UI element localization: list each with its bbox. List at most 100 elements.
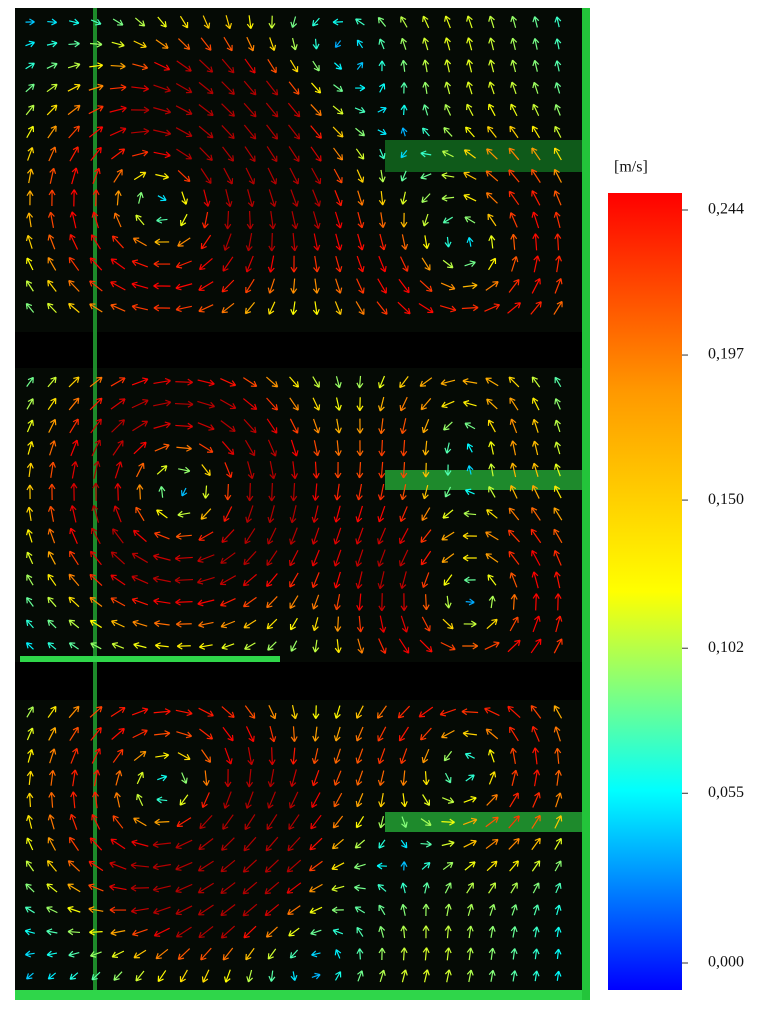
flow-arrow (356, 255, 365, 273)
flow-arrow (152, 863, 171, 871)
flow-arrow (312, 376, 320, 388)
flow-arrow (333, 549, 342, 567)
flow-arrow (242, 398, 258, 411)
flow-arrow (131, 552, 149, 564)
flow-arrow (198, 838, 214, 851)
flow-arrow (462, 554, 477, 562)
flow-arrow (333, 571, 341, 589)
flow-arrow (334, 483, 341, 501)
flow-arrow (554, 278, 563, 294)
flow-arrow (354, 106, 366, 114)
flow-arrow (24, 950, 35, 958)
flow-arrow (91, 439, 102, 457)
flow-arrow (47, 814, 55, 830)
flow-arrow (89, 376, 103, 388)
flow-arrow (67, 860, 81, 872)
flow-arrow (441, 150, 454, 158)
flow-arrow (463, 796, 477, 803)
flow-arrow (532, 16, 540, 28)
flow-arrow (112, 815, 124, 829)
flow-arrow (153, 129, 172, 137)
flow-arrow (26, 727, 34, 741)
flow-arrow (418, 302, 434, 314)
flow-arrow (267, 439, 277, 457)
flow-arrow (312, 397, 321, 411)
flow-arrow (93, 460, 101, 479)
flow-arrow (400, 615, 409, 633)
flow-arrow (49, 440, 57, 456)
flow-arrow (221, 302, 235, 314)
flow-arrow (220, 420, 236, 433)
flow-arrow (267, 301, 276, 315)
flow-arrow (531, 549, 541, 566)
flow-arrow (154, 642, 169, 650)
flow-arrow (174, 576, 194, 584)
flow-arrow (132, 729, 148, 739)
flow-arrow (377, 527, 387, 545)
flow-arrow (290, 640, 298, 652)
flow-arrow (442, 216, 453, 224)
flow-arrow (198, 642, 213, 650)
flow-arrow (266, 527, 277, 545)
flow-arrow (112, 18, 124, 26)
flow-arrow (554, 125, 562, 138)
flow-arrow (175, 532, 192, 540)
flow-arrow (311, 505, 319, 523)
flow-arrow (397, 705, 411, 719)
wall (15, 990, 590, 1000)
flow-arrow (554, 16, 562, 28)
flow-arrow (114, 190, 122, 206)
flow-arrow (220, 552, 236, 564)
flow-arrow (334, 616, 342, 632)
flow-arrow (243, 418, 257, 434)
flow-arrow (356, 440, 364, 457)
flow-arrow (422, 462, 430, 478)
flow-arrow (378, 593, 386, 612)
flow-arrow (399, 418, 407, 435)
flow-arrow (464, 488, 475, 496)
flow-arrow (462, 817, 478, 826)
flow-arrow (110, 597, 126, 607)
flow-arrow (201, 211, 209, 229)
flow-arrow (153, 620, 170, 628)
flow-arrow (312, 418, 321, 434)
flow-arrow (156, 216, 168, 224)
flow-arrow (267, 769, 275, 788)
flow-arrow (331, 906, 344, 914)
flow-arrow (444, 969, 452, 983)
flow-arrow (71, 769, 79, 787)
flow-arrow (357, 638, 365, 654)
flow-arrow (26, 837, 34, 851)
flow-arrow (488, 463, 496, 477)
flow-arrow (221, 103, 236, 117)
flow-arrow (114, 461, 123, 479)
flow-arrow (312, 278, 320, 294)
flow-arrow (312, 60, 320, 72)
colorbar-tick-label: 0,102 (708, 639, 744, 656)
flow-arrow (311, 972, 321, 980)
flow-arrow (246, 210, 254, 230)
flow-arrow (509, 616, 519, 632)
flow-arrow (486, 148, 498, 160)
flow-arrow (509, 726, 519, 742)
flow-arrow (531, 168, 541, 183)
flow-arrow (312, 38, 320, 50)
flow-arrow (47, 642, 57, 650)
flow-arrow (153, 708, 171, 716)
flow-arrow (131, 597, 149, 606)
flow-arrow (463, 510, 477, 518)
flow-arrow (485, 531, 499, 541)
flow-arrow (441, 194, 455, 202)
flow-arrow (312, 639, 320, 653)
flow-arrow (154, 443, 170, 452)
flow-arrow (114, 483, 122, 501)
flow-arrow (90, 726, 102, 741)
flow-arrow (268, 232, 276, 252)
flow-arrow (153, 304, 171, 312)
flow-arrow (399, 484, 407, 501)
flow-arrow (419, 639, 433, 653)
flow-arrow (267, 278, 276, 294)
flow-arrow (400, 770, 408, 786)
flow-arrow (89, 928, 103, 936)
